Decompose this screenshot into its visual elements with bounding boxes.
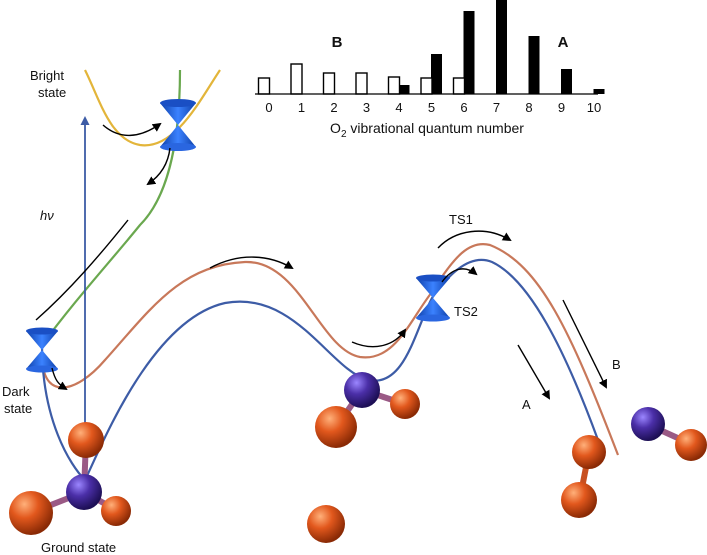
oxygen-atom — [390, 389, 420, 419]
histogram-label-b: B — [332, 34, 343, 51]
oxygen-atom — [561, 482, 597, 518]
photon-label: hν — [40, 208, 54, 223]
intermediate-molecule — [315, 372, 420, 448]
ts1-label: TS1 — [449, 212, 473, 227]
arrow-channel-a — [517, 344, 551, 400]
tick-label-1: 1 — [298, 100, 305, 115]
nitrogen-atom — [344, 372, 380, 408]
bar-a-6 — [463, 11, 475, 94]
oxygen-atom — [675, 429, 707, 461]
arrow-to-bright-ci — [102, 122, 162, 137]
tick-label-6: 6 — [460, 100, 467, 115]
oxygen-atom — [68, 422, 104, 458]
nitrogen-atom — [66, 474, 102, 510]
bar-a-8 — [528, 36, 540, 94]
orange-upper-curve — [40, 243, 620, 456]
bar-b-5 — [420, 77, 433, 95]
histogram-tick-labels: 0 1 2 3 4 5 6 7 8 9 10 — [265, 100, 601, 115]
nitrogen-atom — [631, 407, 665, 441]
histogram-bars — [257, 0, 605, 95]
arrow-ts2 — [441, 266, 478, 283]
bar-b-3 — [355, 72, 368, 95]
tick-label-0: 0 — [265, 100, 272, 115]
channel-b-label: B — [612, 357, 621, 372]
no-product-molecule — [631, 407, 707, 461]
oxygen-atom — [9, 491, 53, 535]
arrow-dark-ci-down — [51, 367, 68, 391]
o2-product-molecule — [561, 435, 606, 518]
bar-b-4 — [387, 76, 401, 95]
bar-a-10 — [593, 89, 605, 94]
bar-a-7 — [496, 0, 507, 94]
bar-b-1 — [290, 63, 303, 95]
tick-label-7: 7 — [493, 100, 500, 115]
arrow-over-first-barrier — [209, 256, 294, 270]
arrow-dark-state-path — [35, 219, 129, 321]
green-dark-state-curve — [41, 69, 182, 346]
arrow-channel-b — [562, 299, 607, 389]
histogram-label-a: A — [558, 34, 569, 51]
conical-intersection-dark — [26, 327, 58, 373]
blue-ground-state-curve — [40, 258, 600, 482]
oxygen-atom — [572, 435, 606, 469]
arrow-to-ts2 — [351, 328, 407, 348]
bar-b-0 — [257, 77, 271, 95]
free-oxygen-atom — [307, 505, 345, 543]
conical-intersection-bright — [160, 99, 196, 151]
tick-label-5: 5 — [428, 100, 435, 115]
tick-label-4: 4 — [395, 100, 402, 115]
oxygen-atom — [315, 406, 357, 448]
ground-state-label: Ground state — [41, 540, 116, 555]
ts2-label: TS2 — [454, 304, 478, 319]
pathway-arrows — [35, 122, 607, 400]
bar-a-4 — [398, 85, 410, 94]
arrow-ts1 — [437, 230, 512, 249]
tick-label-10: 10 — [587, 100, 601, 115]
bright-state-label: Bright state — [30, 68, 68, 100]
ground-state-molecule — [9, 422, 131, 535]
tick-label-2: 2 — [330, 100, 337, 115]
bar-a-9 — [561, 69, 572, 94]
dark-state-label: Dark state — [2, 384, 33, 416]
tick-label-3: 3 — [363, 100, 370, 115]
yellow-bright-state-curve — [84, 69, 221, 147]
oxygen-atom — [101, 496, 131, 526]
bar-b-2 — [322, 72, 336, 95]
arrow-bright-ci-down — [146, 147, 171, 186]
bar-b-6 — [452, 77, 466, 95]
tick-label-9: 9 — [558, 100, 565, 115]
tick-label-8: 8 — [525, 100, 532, 115]
channel-a-label: A — [522, 397, 531, 412]
histogram-x-axis-label: O2 vibrational quantum number — [330, 120, 524, 140]
vibrational-histogram: 0 1 2 3 4 5 6 7 8 9 10 B A O2 vibrational quantum … — [255, 0, 605, 140]
bar-a-5 — [431, 54, 442, 94]
conical-intersection-ts2 — [416, 274, 450, 322]
